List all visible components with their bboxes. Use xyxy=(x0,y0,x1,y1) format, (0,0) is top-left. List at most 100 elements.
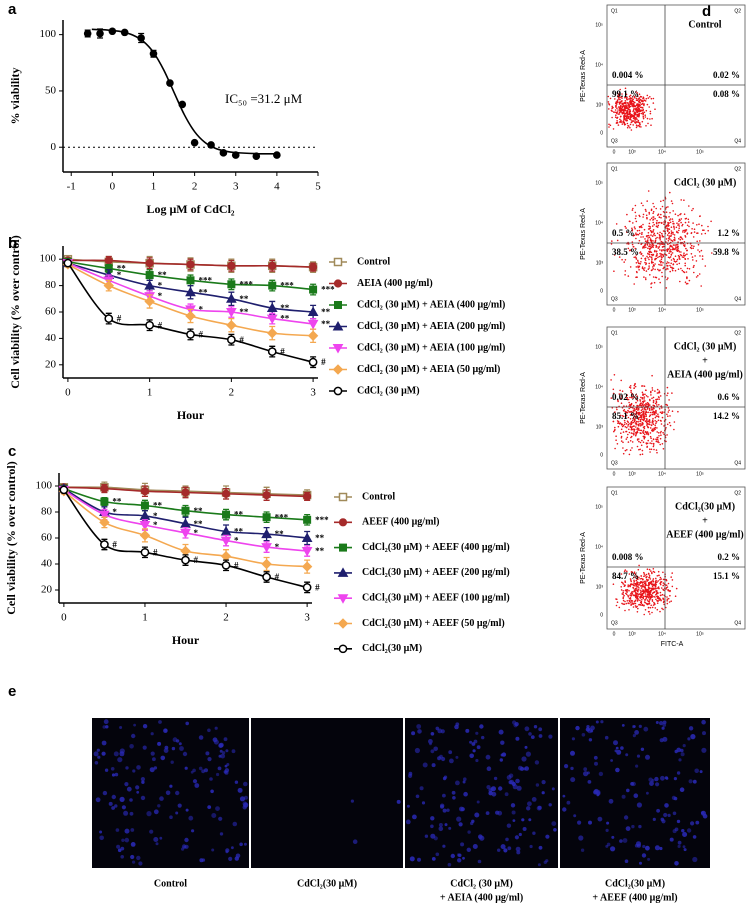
nucleus xyxy=(192,769,196,773)
event-dot xyxy=(642,579,644,581)
event-dot xyxy=(687,268,689,270)
y-tick-label: 0 xyxy=(600,288,603,294)
event-dot xyxy=(668,409,670,411)
y-tick-label: 100 xyxy=(40,253,57,265)
event-dot xyxy=(614,112,616,114)
significance-label: ** xyxy=(321,307,331,317)
data-point xyxy=(178,101,186,109)
event-dot xyxy=(631,122,633,124)
event-dot xyxy=(627,109,629,111)
event-dot xyxy=(684,246,686,248)
significance-label: # xyxy=(280,347,285,357)
event-dot xyxy=(640,110,642,112)
event-dot xyxy=(643,214,645,216)
event-dot xyxy=(613,128,615,130)
event-dot xyxy=(660,577,662,579)
data-point xyxy=(268,329,277,338)
event-dot xyxy=(639,230,641,232)
event-dot xyxy=(636,258,638,260)
event-dot xyxy=(651,270,653,272)
event-dot xyxy=(649,228,651,230)
significance-label: ** xyxy=(239,294,249,304)
event-dot xyxy=(687,258,689,260)
nucleus xyxy=(477,745,481,749)
event-dot xyxy=(661,264,663,266)
nucleus xyxy=(702,731,706,735)
event-dot xyxy=(618,106,620,108)
nucleus xyxy=(130,812,134,816)
event-dot xyxy=(654,390,656,392)
event-dot xyxy=(645,389,647,391)
event-dot xyxy=(681,255,683,257)
event-dot xyxy=(645,243,647,245)
significance-label: ** xyxy=(315,533,325,543)
event-dot xyxy=(645,431,647,433)
nucleus xyxy=(678,841,682,845)
event-dot xyxy=(644,592,646,594)
y-tick-label: 100 xyxy=(40,28,57,40)
event-dot xyxy=(630,266,632,268)
event-dot xyxy=(648,212,650,214)
nucleus xyxy=(467,830,470,833)
event-dot xyxy=(629,454,631,456)
event-dot xyxy=(665,269,667,271)
nucleus xyxy=(112,773,115,776)
event-dot xyxy=(630,103,632,105)
event-dot xyxy=(646,576,648,578)
nucleus xyxy=(117,757,122,762)
event-dot xyxy=(629,221,631,223)
event-dot xyxy=(637,591,639,593)
event-dot xyxy=(653,219,655,221)
event-dot xyxy=(648,235,650,237)
event-dot xyxy=(666,268,668,270)
event-dot xyxy=(614,374,616,376)
y-tick-label: 0 xyxy=(600,130,603,136)
event-dot xyxy=(636,127,638,129)
y-tick-label: 10³ xyxy=(596,260,604,266)
event-dot xyxy=(652,389,654,391)
event-dot xyxy=(646,256,648,258)
event-dot xyxy=(642,98,644,100)
event-dot xyxy=(630,426,632,428)
nucleus xyxy=(129,744,134,749)
flow-plot: Q1Q2Q3Q40.02 %0.6 %85.1 %14.2 %CdCl₂ (30… xyxy=(580,327,745,477)
x-tick-label: 2 xyxy=(223,612,229,624)
event-dot xyxy=(676,246,678,248)
event-dot xyxy=(670,222,672,224)
event-dot xyxy=(663,256,665,258)
event-dot xyxy=(634,228,636,230)
event-dot xyxy=(641,258,643,260)
legend-label: CdCl₂ (30 μM) + AEIA (400 μg/ml) xyxy=(357,299,505,310)
event-dot xyxy=(692,259,694,261)
x-tick-label: 1 xyxy=(142,612,148,624)
event-dot xyxy=(647,568,649,570)
event-dot xyxy=(679,225,681,227)
nucleus xyxy=(442,845,445,848)
event-dot xyxy=(653,423,655,425)
event-dot xyxy=(641,593,643,595)
event-dot xyxy=(643,400,645,402)
event-dot xyxy=(663,448,665,450)
nucleus xyxy=(625,753,628,756)
event-dot xyxy=(657,257,659,259)
nucleus xyxy=(647,858,650,861)
event-dot xyxy=(622,424,624,426)
nucleus xyxy=(239,843,243,847)
event-dot xyxy=(653,397,655,399)
event-dot xyxy=(645,413,647,415)
nucleus xyxy=(641,748,644,751)
event-dot xyxy=(637,107,639,109)
event-dot xyxy=(678,230,680,232)
event-dot xyxy=(638,449,640,451)
event-dot xyxy=(696,260,698,262)
nucleus xyxy=(486,811,490,815)
event-dot xyxy=(651,254,653,256)
quadrant-name: Q1 xyxy=(611,8,618,14)
nucleus xyxy=(570,751,575,756)
event-dot xyxy=(622,113,624,115)
event-dot xyxy=(679,258,681,260)
nucleus xyxy=(164,729,167,732)
event-dot xyxy=(648,405,650,407)
data-point xyxy=(166,79,174,87)
nucleus xyxy=(562,807,566,811)
